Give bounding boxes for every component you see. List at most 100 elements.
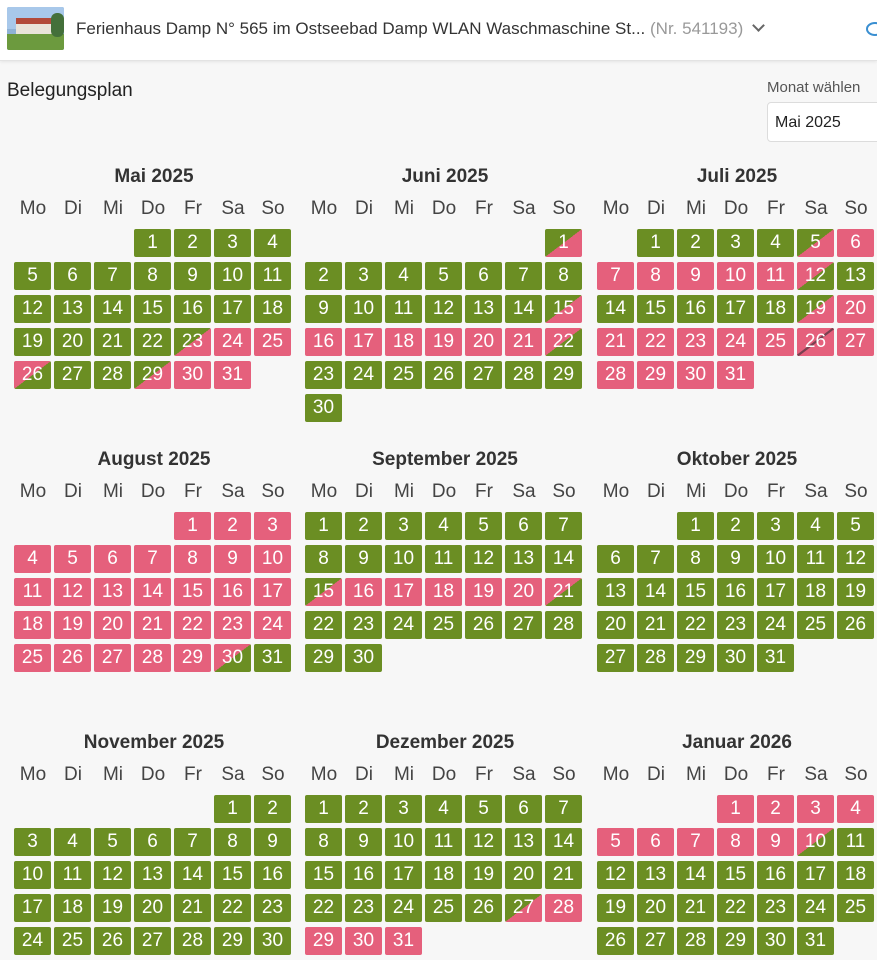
calendar-day[interactable]: 22 xyxy=(717,894,754,922)
calendar-day[interactable]: 10 xyxy=(14,861,51,889)
calendar-day[interactable]: 18 xyxy=(425,861,462,889)
calendar-day[interactable]: 11 xyxy=(757,262,794,290)
calendar-day[interactable]: 19 xyxy=(797,295,834,323)
calendar-day[interactable]: 6 xyxy=(637,828,674,856)
calendar-day[interactable]: 16 xyxy=(757,861,794,889)
calendar-day[interactable]: 29 xyxy=(214,927,251,955)
calendar-day[interactable]: 3 xyxy=(385,795,422,823)
calendar-day[interactable]: 29 xyxy=(305,644,342,672)
calendar-day[interactable]: 28 xyxy=(174,927,211,955)
calendar-day[interactable]: 31 xyxy=(214,361,251,389)
calendar-day[interactable]: 10 xyxy=(717,262,754,290)
calendar-day[interactable]: 20 xyxy=(597,611,634,639)
calendar-day[interactable]: 27 xyxy=(465,361,502,389)
calendar-day[interactable]: 8 xyxy=(637,262,674,290)
calendar-day[interactable]: 30 xyxy=(345,644,382,672)
calendar-day[interactable]: 14 xyxy=(597,295,634,323)
calendar-day[interactable]: 2 xyxy=(677,229,714,257)
calendar-day[interactable]: 17 xyxy=(254,578,291,606)
calendar-day[interactable]: 20 xyxy=(465,328,502,356)
calendar-day[interactable]: 9 xyxy=(305,295,342,323)
calendar-day[interactable]: 8 xyxy=(545,262,582,290)
calendar-day[interactable]: 25 xyxy=(254,328,291,356)
calendar-day[interactable]: 18 xyxy=(254,295,291,323)
calendar-day[interactable]: 11 xyxy=(425,545,462,573)
calendar-day[interactable]: 21 xyxy=(505,328,542,356)
calendar-day[interactable]: 24 xyxy=(14,927,51,955)
calendar-day[interactable]: 27 xyxy=(54,361,91,389)
calendar-day[interactable]: 2 xyxy=(717,512,754,540)
calendar-day[interactable]: 2 xyxy=(345,512,382,540)
calendar-day[interactable]: 9 xyxy=(677,262,714,290)
calendar-day[interactable]: 20 xyxy=(134,894,171,922)
calendar-day[interactable]: 15 xyxy=(305,861,342,889)
calendar-day[interactable]: 4 xyxy=(385,262,422,290)
calendar-day[interactable]: 21 xyxy=(174,894,211,922)
calendar-day[interactable]: 14 xyxy=(505,295,542,323)
calendar-day[interactable]: 30 xyxy=(254,927,291,955)
calendar-day[interactable]: 17 xyxy=(345,328,382,356)
calendar-day[interactable]: 10 xyxy=(757,545,794,573)
calendar-day[interactable]: 1 xyxy=(717,795,754,823)
month-select[interactable]: Mai 2025 xyxy=(767,102,877,142)
calendar-day[interactable]: 19 xyxy=(14,328,51,356)
calendar-day[interactable]: 21 xyxy=(637,611,674,639)
calendar-day[interactable]: 12 xyxy=(837,545,874,573)
property-selector[interactable]: Ferienhaus Damp N° 565 im Ostseebad Damp… xyxy=(76,19,765,39)
calendar-day[interactable]: 26 xyxy=(597,927,634,955)
calendar-day[interactable]: 31 xyxy=(717,361,754,389)
calendar-day[interactable]: 25 xyxy=(14,644,51,672)
calendar-day[interactable]: 2 xyxy=(254,795,291,823)
calendar-day[interactable]: 29 xyxy=(637,361,674,389)
calendar-day[interactable]: 7 xyxy=(505,262,542,290)
calendar-day[interactable]: 6 xyxy=(505,795,542,823)
calendar-day[interactable]: 5 xyxy=(54,545,91,573)
calendar-day[interactable]: 20 xyxy=(505,578,542,606)
calendar-day[interactable]: 27 xyxy=(94,644,131,672)
calendar-day[interactable]: 24 xyxy=(254,611,291,639)
calendar-day[interactable]: 20 xyxy=(54,328,91,356)
calendar-day[interactable]: 14 xyxy=(545,828,582,856)
calendar-day[interactable]: 16 xyxy=(174,295,211,323)
calendar-day[interactable]: 18 xyxy=(837,861,874,889)
calendar-day[interactable]: 8 xyxy=(305,545,342,573)
calendar-day[interactable]: 11 xyxy=(254,262,291,290)
calendar-day[interactable]: 1 xyxy=(174,512,211,540)
calendar-day[interactable]: 6 xyxy=(54,262,91,290)
calendar-day[interactable]: 18 xyxy=(54,894,91,922)
calendar-day[interactable]: 5 xyxy=(837,512,874,540)
calendar-day[interactable]: 13 xyxy=(134,861,171,889)
calendar-day[interactable]: 10 xyxy=(345,295,382,323)
calendar-day[interactable]: 8 xyxy=(134,262,171,290)
calendar-day[interactable]: 14 xyxy=(94,295,131,323)
calendar-day[interactable]: 15 xyxy=(677,578,714,606)
calendar-day[interactable]: 1 xyxy=(305,512,342,540)
calendar-day[interactable]: 21 xyxy=(94,328,131,356)
calendar-day[interactable]: 31 xyxy=(797,927,834,955)
calendar-day[interactable]: 29 xyxy=(677,644,714,672)
calendar-day[interactable]: 12 xyxy=(54,578,91,606)
calendar-day[interactable]: 18 xyxy=(797,578,834,606)
calendar-day[interactable]: 23 xyxy=(305,361,342,389)
calendar-day[interactable]: 8 xyxy=(717,828,754,856)
calendar-day[interactable]: 18 xyxy=(385,328,422,356)
calendar-day[interactable]: 30 xyxy=(677,361,714,389)
calendar-day[interactable]: 11 xyxy=(385,295,422,323)
calendar-day[interactable]: 17 xyxy=(385,578,422,606)
calendar-day[interactable]: 30 xyxy=(174,361,211,389)
calendar-day[interactable]: 7 xyxy=(545,512,582,540)
calendar-day[interactable]: 3 xyxy=(797,795,834,823)
calendar-day[interactable]: 19 xyxy=(94,894,131,922)
calendar-day[interactable]: 26 xyxy=(54,644,91,672)
calendar-day[interactable]: 22 xyxy=(214,894,251,922)
calendar-day[interactable]: 2 xyxy=(757,795,794,823)
calendar-day[interactable]: 17 xyxy=(717,295,754,323)
calendar-day[interactable]: 6 xyxy=(597,545,634,573)
calendar-day[interactable]: 26 xyxy=(425,361,462,389)
calendar-day[interactable]: 13 xyxy=(597,578,634,606)
calendar-day[interactable]: 10 xyxy=(214,262,251,290)
calendar-day[interactable]: 28 xyxy=(134,644,171,672)
calendar-day[interactable]: 21 xyxy=(545,861,582,889)
calendar-day[interactable]: 17 xyxy=(385,861,422,889)
calendar-day[interactable]: 16 xyxy=(345,861,382,889)
